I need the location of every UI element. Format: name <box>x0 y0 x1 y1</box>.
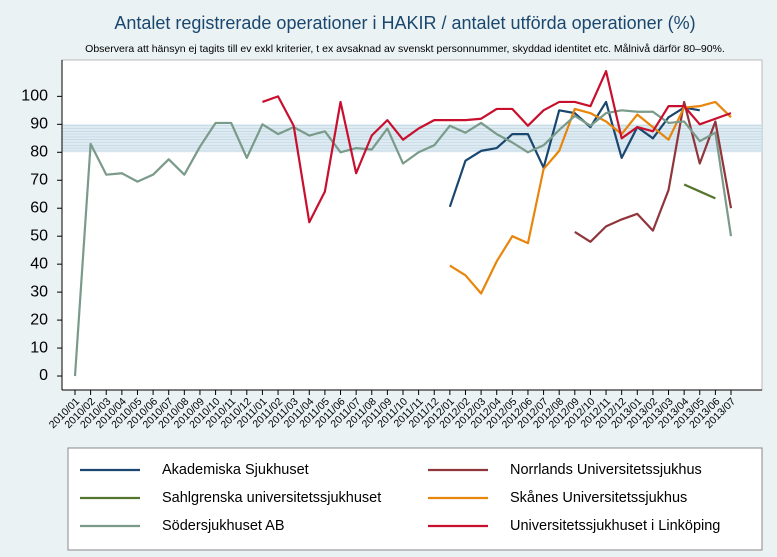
legend-label: Akademiska Sjukhuset <box>162 462 309 478</box>
legend-label: Universitetssjukhuset i Linköping <box>510 518 720 534</box>
legend-label: Norrlands Universitetssjukhus <box>510 462 702 478</box>
series-line <box>73 109 733 377</box>
y-tick-label: 30 <box>30 283 48 300</box>
y-tick-label: 50 <box>30 227 48 244</box>
y-tick-label: 60 <box>30 199 48 216</box>
y-tick-label: 80 <box>30 144 48 161</box>
y-tick-label: 20 <box>30 311 48 328</box>
y-tick-label: 10 <box>30 339 48 356</box>
series-line <box>574 100 733 243</box>
y-tick-label: 70 <box>30 171 48 188</box>
y-tick-label: 0 <box>39 367 48 384</box>
plot-area <box>61 59 763 391</box>
y-tick-label: 90 <box>30 116 48 133</box>
y-tick-label: 40 <box>30 255 48 272</box>
legend-label: Södersjukhuset AB <box>162 518 285 534</box>
series-line <box>683 183 716 200</box>
legend-label: Sahlgrenska universitetssjukhuset <box>162 490 381 506</box>
chart-subtitle: Observera att hänsyn ej tagits till ev e… <box>85 43 725 55</box>
series-line <box>262 70 732 224</box>
legend-label: Skånes Universitetssjukhus <box>510 490 687 506</box>
chart-title: Antalet registrerade operationer i HAKIR… <box>114 13 695 33</box>
legend <box>67 447 763 551</box>
y-tick-label: 100 <box>21 88 48 105</box>
